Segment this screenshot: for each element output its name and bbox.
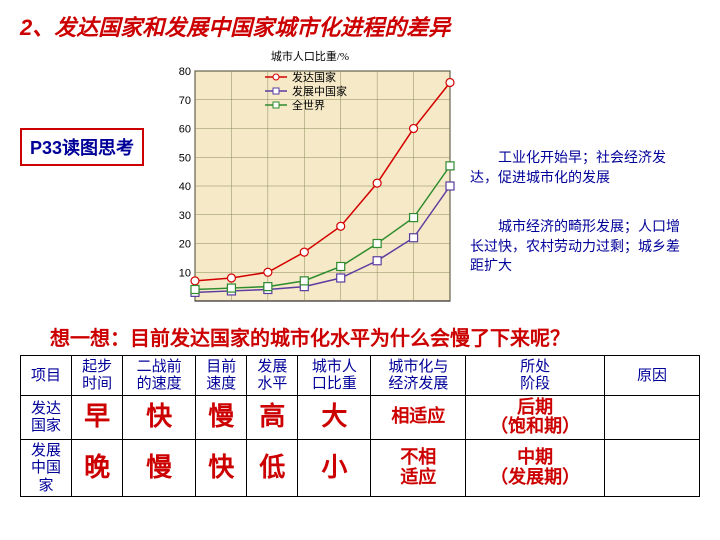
table-header-cell: 二战前的速度 [123,356,196,396]
svg-text:发达国家: 发达国家 [292,70,336,84]
table-header-cell: 所处阶段 [466,356,605,396]
svg-text:40: 40 [179,181,191,193]
svg-text:发展中国家: 发展中国家 [292,84,347,98]
table-cell: 早 [72,395,123,440]
svg-text:20: 20 [179,239,191,251]
svg-text:60: 60 [179,124,191,136]
table-cell: 低 [247,440,298,497]
table-cell: 大 [298,395,371,440]
table-cell: 不相适应 [371,440,466,497]
svg-text:50: 50 [179,152,191,164]
table-row: 发展中国家晚慢快低小不相适应中期（发展期） [21,440,700,497]
table-header-cell: 原因 [605,356,700,396]
comparison-table: 项目起步时间二战前的速度目前速度发展水平城市人口比重城市化与经济发展所处阶段原因… [20,355,700,497]
chart-caption: 城市人口比重/% [160,48,460,64]
table-cell: 快 [196,440,247,497]
table-header-cell: 发展水平 [247,356,298,396]
table-cell: 晚 [72,440,123,497]
table-header-cell: 目前速度 [196,356,247,396]
table-cell: 中期（发展期） [466,440,605,497]
table-cell: 高 [247,395,298,440]
urbanization-line-chart: 10 20 30 40 50 60 70 80 发达国家发展中国家全世界 [160,66,460,316]
page-title: 2、发达国家和发展中国家城市化进程的差异 [20,10,700,42]
row-head: 发达国家 [21,395,72,440]
table-cell: 慢 [123,440,196,497]
table-row: 发达国家早快慢高大相适应后期（饱和期） [21,395,700,440]
table-cell: 慢 [196,395,247,440]
think-prompt: 想一想：目前发达国家的城市化水平为什么会慢了下来呢？ [20,322,700,351]
table-cell: 小 [298,440,371,497]
svg-text:70: 70 [179,95,191,107]
note-developing: 城市经济的畸形发展；人口增长过快，农村劳动力过剩；城乡差距扩大 [470,217,690,276]
upper-row: P33读图思考 城市人口比重/% 10 20 30 40 50 60 70 80 发达国家发展中… [20,48,700,316]
table-cell: 快 [123,395,196,440]
table-cell [605,395,700,440]
table-header-cell: 起步时间 [72,356,123,396]
table-cell [605,440,700,497]
table-header-cell: 项目 [21,356,72,396]
table-header-cell: 城市人口比重 [298,356,371,396]
svg-text:全世界: 全世界 [292,98,325,112]
side-notes: 工业化开始早；社会经济发达，促进城市化的发展 城市经济的畸形发展；人口增长过快，… [460,48,690,276]
table-cell: 相适应 [371,395,466,440]
read-badge: P33读图思考 [20,128,144,166]
table-cell: 后期（饱和期） [466,395,605,440]
note-developed: 工业化开始早；社会经济发达，促进城市化的发展 [470,148,690,187]
table-header-cell: 城市化与经济发展 [371,356,466,396]
table-header-row: 项目起步时间二战前的速度目前速度发展水平城市人口比重城市化与经济发展所处阶段原因 [21,356,700,396]
svg-text:30: 30 [179,210,191,222]
svg-text:10: 10 [179,267,191,279]
chart-container: 城市人口比重/% 10 20 30 40 50 60 70 80 发达国家发展中国家全世界 [160,48,460,316]
svg-text:80: 80 [179,66,191,78]
row-head: 发展中国家 [21,440,72,497]
